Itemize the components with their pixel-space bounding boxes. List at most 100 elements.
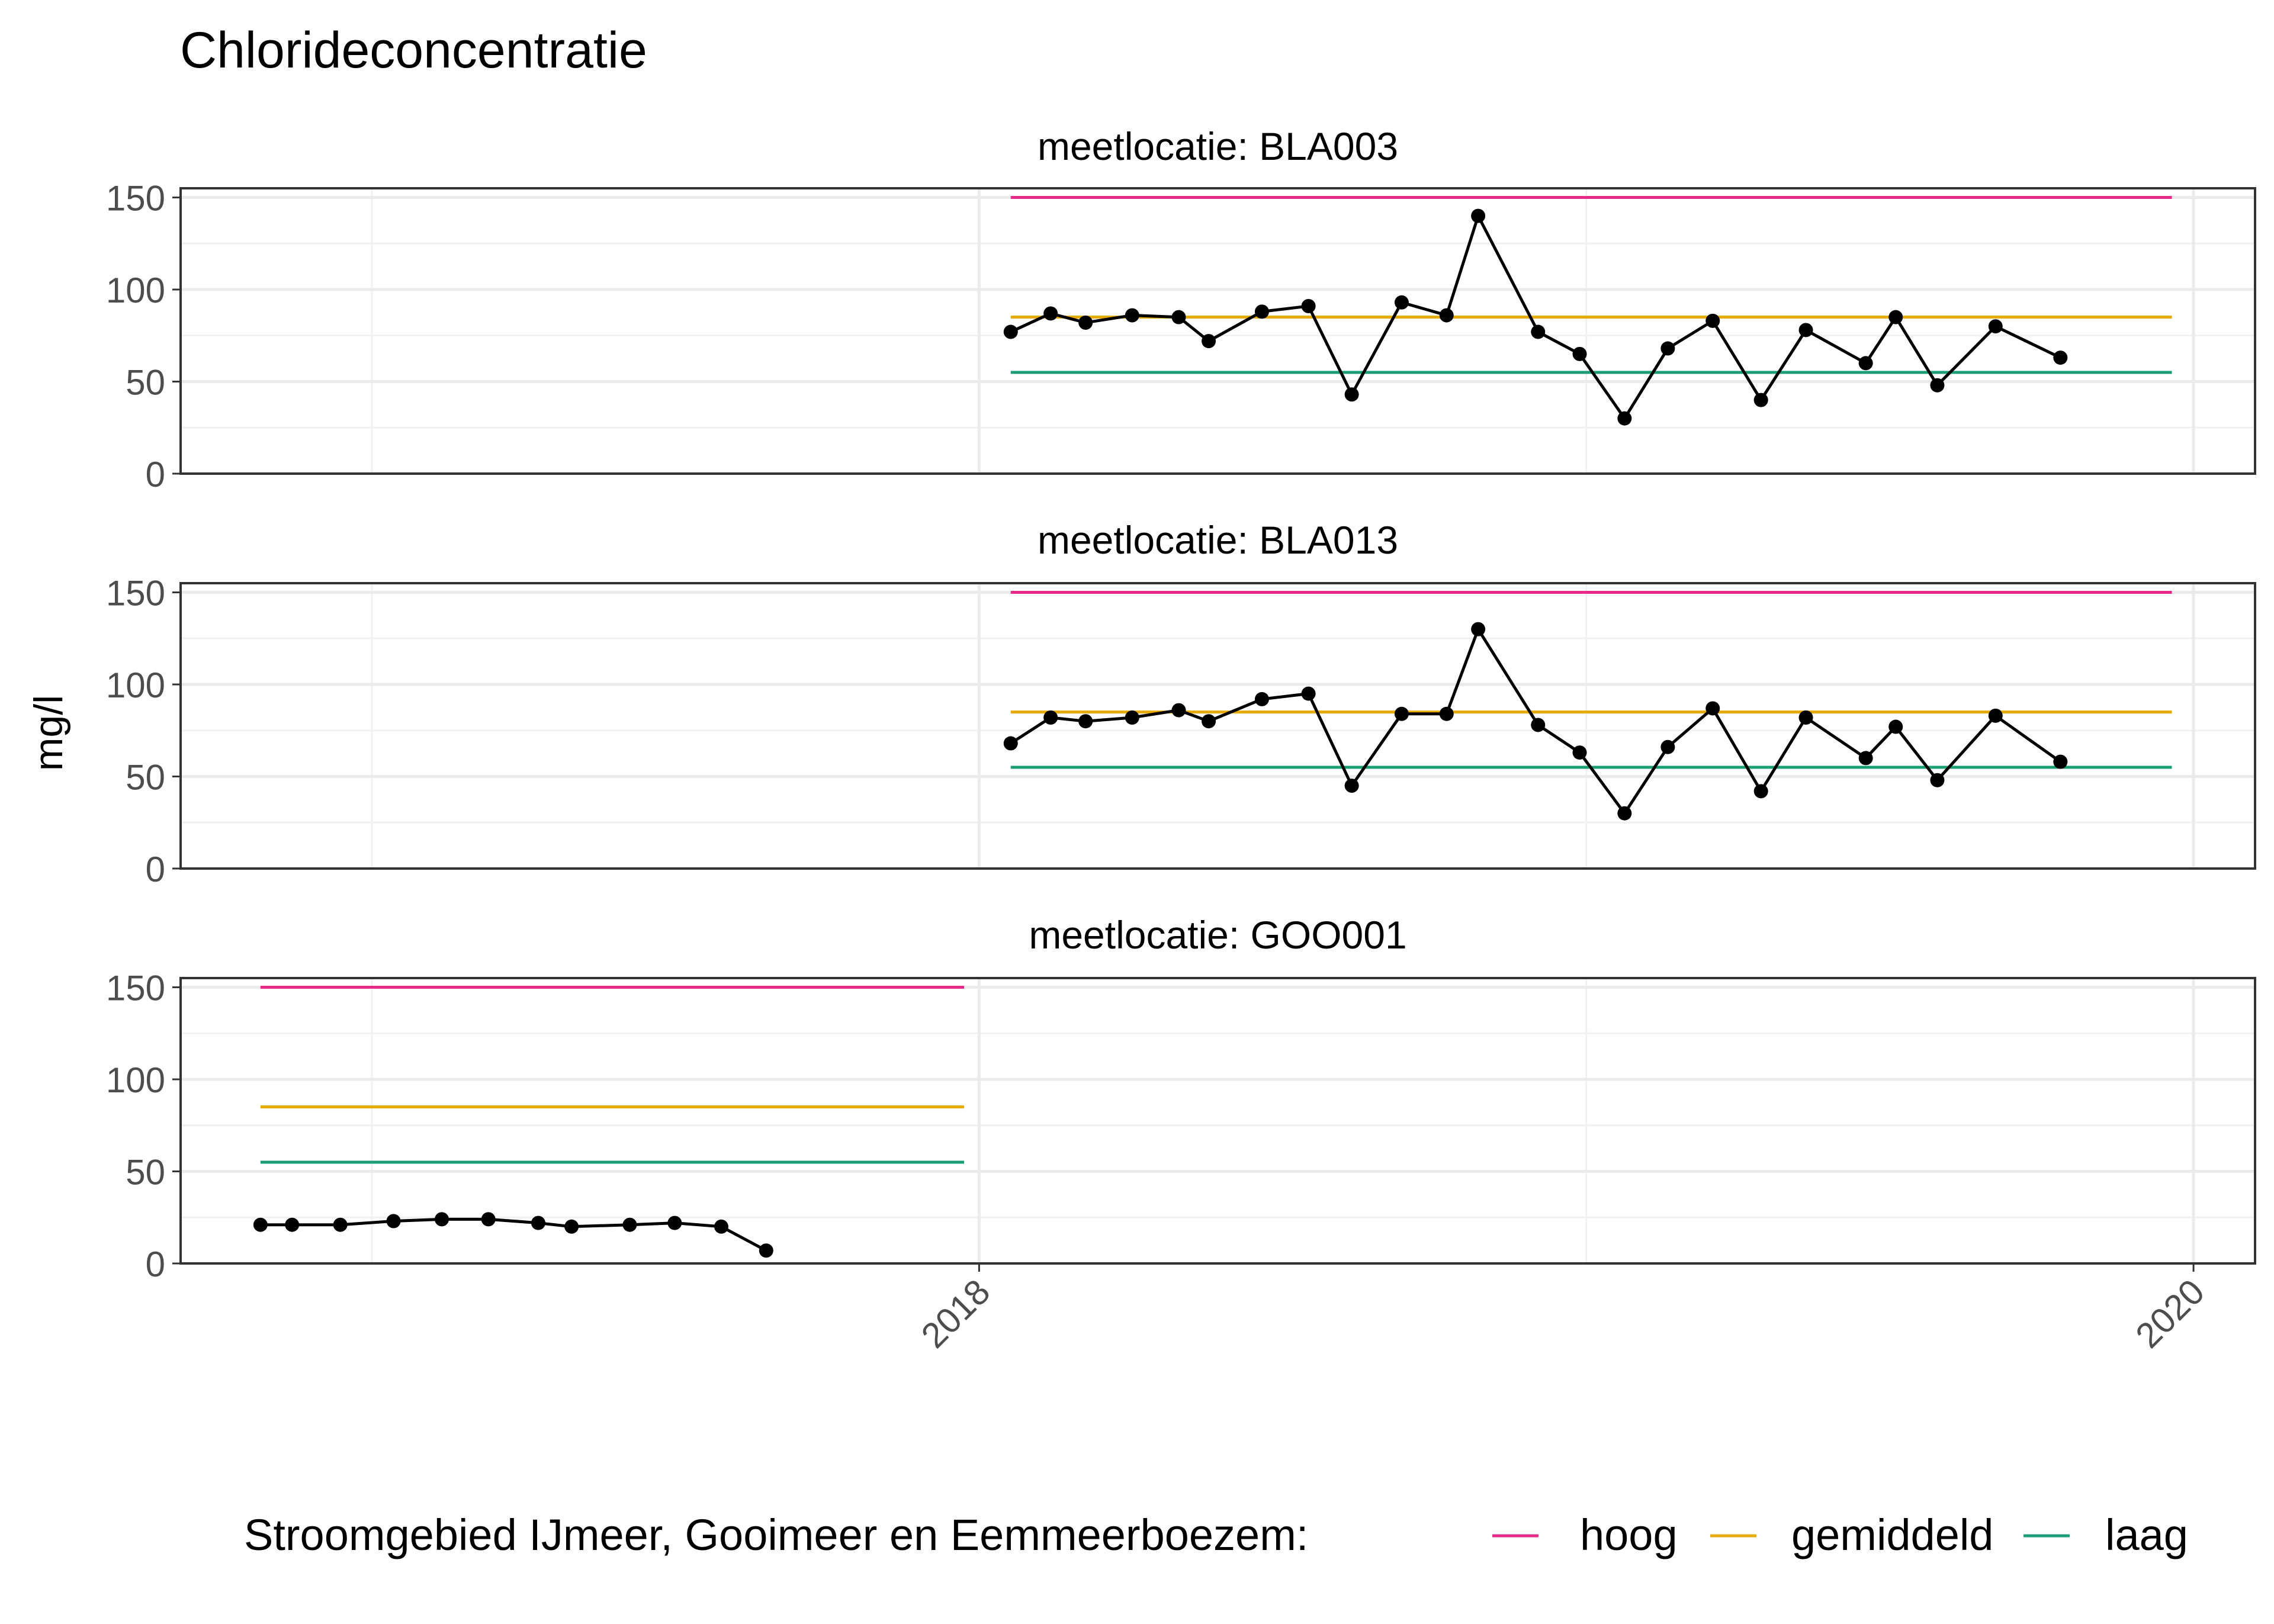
panel-background — [181, 978, 2255, 1263]
x-axis: 2018 2020 — [914, 1263, 2212, 1356]
data-point — [1344, 387, 1359, 402]
y-tick-label: 150 — [106, 179, 165, 218]
data-point — [1617, 806, 1632, 821]
y-tick-label: 50 — [126, 363, 165, 403]
x-tick-label: 2020 — [2128, 1272, 2212, 1356]
panel-3: meetlocatie: GOO001 0 50 100 150 — [106, 913, 2256, 1284]
panel-border — [179, 977, 2256, 1265]
data-point — [1660, 739, 1675, 754]
data-point — [1531, 324, 1546, 339]
y-tick-label: 150 — [106, 969, 165, 1008]
data-point — [1471, 208, 1486, 223]
legend-item-laag: laag — [2024, 1510, 2188, 1559]
legend-label: hoog — [1580, 1510, 1678, 1559]
data-point — [564, 1219, 579, 1234]
panel-label: meetlocatie: BLA013 — [1038, 518, 1398, 562]
data-point — [1706, 313, 1720, 328]
data-point — [1254, 692, 1269, 706]
data-point — [386, 1214, 401, 1229]
y-tick-label: 0 — [146, 1244, 165, 1284]
data-point — [1394, 706, 1409, 721]
y-tick-label: 150 — [106, 574, 165, 613]
data-point — [2053, 350, 2068, 365]
data-point — [1617, 411, 1632, 426]
data-point — [1858, 356, 1873, 371]
data-point — [1171, 310, 1186, 324]
data-point — [622, 1217, 637, 1232]
chart-panels: meetlocatie: BLA003050100150meetlocatie:… — [106, 124, 2256, 1284]
data-point — [2053, 754, 2068, 769]
legend-item-hoog: hoog — [1492, 1510, 1678, 1559]
data-point — [1988, 319, 2003, 334]
y-tick-label: 100 — [106, 1060, 165, 1100]
data-point — [714, 1219, 728, 1234]
y-tick-label: 50 — [126, 1153, 165, 1192]
panel-background — [181, 583, 2255, 869]
data-point — [1171, 703, 1186, 718]
data-point — [1439, 308, 1454, 323]
data-point — [1202, 334, 1216, 349]
data-point — [1798, 710, 1813, 725]
y-axis-label: mg/l — [26, 695, 71, 771]
data-point — [667, 1215, 682, 1230]
data-point — [1531, 718, 1546, 732]
data-point — [1043, 710, 1058, 725]
data-point — [1003, 324, 1018, 339]
data-point — [435, 1212, 449, 1227]
data-point — [1798, 323, 1813, 337]
data-point — [1254, 304, 1269, 319]
panel-background — [181, 188, 2255, 474]
y-tick-label: 100 — [106, 271, 165, 310]
data-point — [1753, 784, 1768, 799]
legend: Stroomgebied IJmeer, Gooimeer en Eemmeer… — [244, 1510, 2188, 1559]
data-point — [1003, 736, 1018, 751]
legend-label: laag — [2105, 1510, 2188, 1559]
legend-title: Stroomgebied IJmeer, Gooimeer en Eemmeer… — [244, 1510, 1308, 1559]
panel-1: meetlocatie: BLA003 0 50 100 150 — [106, 124, 2256, 494]
data-point — [1660, 341, 1675, 356]
data-point — [1888, 719, 1903, 734]
data-point — [1930, 773, 1945, 787]
data-point — [481, 1212, 496, 1227]
y-tick-label: 0 — [146, 850, 165, 889]
panel-label: meetlocatie: GOO001 — [1029, 913, 1406, 957]
data-point — [253, 1217, 268, 1232]
panel-2: meetlocatie: BLA013 0 50 100 150 — [106, 518, 2256, 889]
data-point — [1471, 622, 1486, 636]
y-tick-label: 50 — [126, 758, 165, 797]
data-point — [1078, 714, 1093, 729]
data-point — [1572, 346, 1587, 361]
data-point — [333, 1217, 348, 1232]
data-point — [1301, 686, 1316, 701]
data-point — [531, 1215, 545, 1230]
data-point — [759, 1243, 773, 1258]
data-point — [1344, 779, 1359, 793]
data-point — [1930, 378, 1945, 393]
data-point — [1888, 310, 1903, 324]
panel-label: meetlocatie: BLA003 — [1038, 124, 1398, 168]
data-point — [1078, 316, 1093, 330]
chart-title: Chlorideconcentratie — [180, 22, 647, 79]
series-line — [1010, 626, 2061, 816]
data-point — [1706, 701, 1720, 716]
y-tick-label: 100 — [106, 665, 165, 705]
data-point — [1125, 710, 1139, 725]
data-point — [1572, 745, 1587, 760]
y-tick-label: 0 — [146, 455, 165, 494]
data-point — [1043, 306, 1058, 321]
data-point — [1125, 308, 1139, 323]
legend-item-gemiddeld: gemiddeld — [1710, 1510, 1993, 1559]
panel-border — [179, 187, 2256, 475]
data-point — [1988, 708, 2003, 723]
series-line — [260, 1217, 767, 1252]
x-tick-label: 2018 — [914, 1272, 998, 1356]
data-point — [1394, 295, 1409, 310]
data-point — [1202, 714, 1216, 729]
legend-label: gemiddeld — [1791, 1510, 1993, 1559]
series-line — [1010, 212, 2061, 422]
data-point — [1301, 299, 1316, 314]
data-point — [1858, 751, 1873, 766]
data-point — [285, 1217, 300, 1232]
data-point — [1439, 706, 1454, 721]
